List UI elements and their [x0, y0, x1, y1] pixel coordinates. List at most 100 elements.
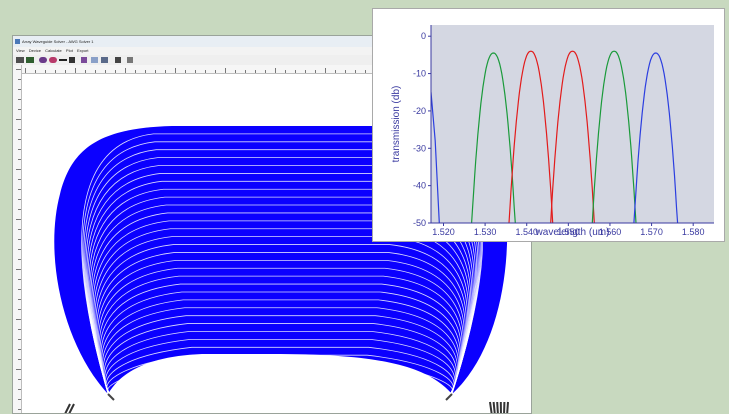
waveguide-line: [87, 180, 476, 395]
ruler-tick: [16, 219, 21, 220]
open-icon[interactable]: [16, 57, 24, 63]
ruler-tick: [18, 79, 21, 80]
ruler-tick: [235, 70, 236, 73]
menu-calculate[interactable]: Calculate: [45, 48, 62, 53]
ruler-tick: [295, 70, 296, 73]
x-tick-label: 1.570: [640, 227, 663, 237]
y-tick-label: -40: [413, 181, 426, 191]
vertical-ruler: [13, 65, 22, 413]
output-waveguide-line: [492, 401, 496, 413]
waveguide-line: [81, 133, 484, 395]
spectrum-series: [550, 50, 595, 223]
ruler-tick: [305, 70, 306, 73]
ruler-tick: [16, 369, 21, 370]
waveguide-line: [88, 188, 475, 395]
ruler-tick: [135, 70, 136, 73]
transmission-plot: 1.520 1.530 1.540 1.550 1.560 1.570 1.580 0 -10 -…: [372, 8, 725, 242]
output-waveguide-line: [496, 401, 499, 413]
ruler-tick: [16, 319, 21, 320]
output-waveguide-line: [506, 401, 509, 413]
waveguide-line: [94, 236, 468, 395]
ruler-tick: [145, 70, 146, 73]
x-tick-label: 1.580: [682, 227, 705, 237]
ellipse-tool-icon[interactable]: [49, 57, 57, 63]
ruler-tick: [18, 229, 21, 230]
ruler-tick: [365, 70, 366, 73]
menu-plot[interactable]: Plot: [65, 48, 73, 53]
x-tick-label: 1.560: [599, 227, 622, 237]
ruler-tick: [18, 299, 21, 300]
output-taper: [445, 393, 453, 401]
ruler-tick: [18, 99, 21, 100]
ruler-tick: [25, 68, 26, 73]
settings-icon[interactable]: [115, 57, 121, 63]
waveguide-line: [98, 275, 463, 395]
pointer-icon[interactable]: [69, 57, 75, 63]
draw-icon[interactable]: [81, 57, 87, 63]
x-tick-label: 1.550: [557, 227, 580, 237]
ruler-tick: [255, 70, 256, 73]
ruler-tick: [18, 129, 21, 130]
spectrum-series: [431, 92, 440, 223]
help-icon[interactable]: [127, 57, 133, 63]
ruler-tick: [75, 68, 76, 73]
waveguide-line: [103, 323, 457, 395]
ruler-tick: [18, 159, 21, 160]
ruler-tick: [18, 249, 21, 250]
ruler-tick: [18, 409, 21, 410]
plot-area: [431, 25, 714, 223]
ruler-tick: [155, 70, 156, 73]
ruler-tick: [225, 68, 226, 73]
menu-view[interactable]: View: [16, 48, 25, 53]
ruler-tick: [35, 70, 36, 73]
x-axis-label: wavelength (um): [535, 227, 610, 238]
menu-export[interactable]: Export: [76, 48, 89, 53]
x-tick-label: 1.520: [432, 227, 455, 237]
ruler-tick: [18, 139, 21, 140]
ruler-tick: [18, 199, 21, 200]
waveguide-line: [106, 354, 454, 395]
ruler-tick: [65, 70, 66, 73]
transmission-chart: 1.520 1.530 1.540 1.550 1.560 1.570 1.580 0 -10 -…: [391, 25, 714, 238]
y-tick-label: -10: [413, 69, 426, 79]
ruler-tick: [16, 69, 21, 70]
ruler-tick: [355, 70, 356, 73]
ruler-tick: [18, 89, 21, 90]
chart-icon[interactable]: [101, 57, 108, 63]
ruler-tick: [18, 149, 21, 150]
ruler-tick: [105, 70, 106, 73]
waveguide-line: [90, 204, 473, 395]
ruler-tick: [265, 70, 266, 73]
waveguide-line: [102, 315, 458, 395]
waveguide-line: [105, 338, 456, 395]
menu-device[interactable]: Device: [28, 48, 41, 53]
x-tick-label: 1.530: [474, 227, 497, 237]
ruler-tick: [215, 70, 216, 73]
y-tick-label: -30: [413, 143, 426, 153]
ruler-tick: [315, 70, 316, 73]
waveguide-line: [82, 141, 482, 395]
waveguide-line: [83, 149, 481, 395]
grid-icon[interactable]: [91, 57, 98, 63]
ruler-tick: [95, 70, 96, 73]
ruler-tick: [335, 70, 336, 73]
ruler-tick: [195, 70, 196, 73]
waveguide-line: [107, 362, 454, 395]
y-tick-label: -20: [413, 106, 426, 116]
waveguide-line: [97, 259, 465, 395]
ruler-tick: [18, 359, 21, 360]
waveguide-line: [97, 267, 464, 395]
ruler-tick: [45, 70, 46, 73]
save-icon[interactable]: [26, 57, 34, 63]
circle-tool-icon[interactable]: [39, 57, 47, 63]
menu-bar: View Device Calculate Plot Export: [13, 47, 531, 55]
line-tool-icon[interactable]: [59, 59, 67, 61]
output-waveguide-line: [489, 401, 493, 413]
ruler-tick: [85, 70, 86, 73]
waveguide-line: [99, 283, 462, 395]
ruler-tick: [185, 70, 186, 73]
waveguide-line: [86, 173, 477, 395]
waveguide-line: [105, 346, 455, 395]
input-taper: [107, 393, 115, 401]
ruler-tick: [18, 179, 21, 180]
